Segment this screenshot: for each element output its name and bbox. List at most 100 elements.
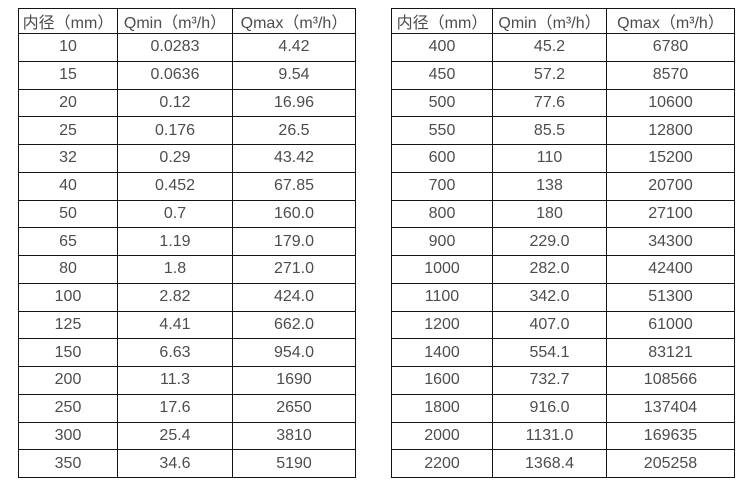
header-row: 内径（mm） Qmin（m³/h） Qmax（m³/h） (391, 8, 735, 34)
table-cell: 0.29 (117, 144, 233, 173)
table-cell: 32 (18, 144, 118, 173)
table-row: 15 0.0636 9.54 (18, 60, 356, 90)
table-cell: 2.82 (117, 282, 233, 312)
table-cell: 12800 (606, 116, 735, 145)
table-cell: 20700 (606, 171, 735, 201)
column-header: 内径（mm） (391, 8, 493, 34)
table-cell: 1400 (391, 338, 493, 367)
table-cell: 271.0 (232, 255, 356, 284)
table-cell: 27100 (606, 199, 735, 229)
table-row: 600 110 15200 (391, 144, 735, 173)
flow-table-large-diameters: 内径（mm） Qmin（m³/h） Qmax（m³/h） 400 45.2 6780 45… (391, 8, 735, 478)
table-cell: 10 (18, 33, 118, 62)
table-cell: 300 (18, 421, 118, 451)
table-cell: 700 (391, 171, 493, 201)
table-cell: 916.0 (492, 393, 607, 423)
table-row: 20 0.12 16.96 (18, 88, 356, 118)
table-cell: 80 (18, 255, 118, 284)
table-cell: 954.0 (232, 338, 356, 367)
table-cell: 25 (18, 116, 118, 145)
table-row: 65 1.19 179.0 (18, 227, 356, 256)
table-cell: 1368.4 (492, 449, 607, 478)
table-row: 80 1.8 271.0 (18, 255, 356, 284)
table-cell: 6780 (606, 33, 735, 62)
table-cell: 4.41 (117, 310, 233, 340)
table-row: 100 2.82 424.0 (18, 282, 356, 312)
table-cell: 1600 (391, 366, 493, 395)
table-cell: 34300 (606, 227, 735, 256)
table-row: 32 0.29 43.42 (18, 144, 356, 173)
table-cell: 61000 (606, 310, 735, 340)
table-row: 1800 916.0 137404 (391, 393, 735, 423)
table-row: 300 25.4 3810 (18, 421, 356, 451)
table-cell: 4.42 (232, 33, 356, 62)
table-cell: 15 (18, 60, 118, 90)
table-cell: 0.176 (117, 116, 233, 145)
table-row: 1400 554.1 83121 (391, 338, 735, 367)
table-row: 400 45.2 6780 (391, 33, 735, 62)
table-cell: 34.6 (117, 449, 233, 478)
table-cell: 0.12 (117, 88, 233, 118)
table-cell: 1.8 (117, 255, 233, 284)
table-row: 700 138 20700 (391, 171, 735, 201)
table-body: 10 0.0283 4.42 15 0.0636 9.54 20 0.12 16.96 25 0.1… (18, 33, 356, 478)
table-cell: 67.85 (232, 171, 356, 201)
table-cell: 169635 (606, 421, 735, 451)
column-header: Qmax（m³/h） (606, 8, 735, 34)
table-row: 1600 732.7 108566 (391, 366, 735, 395)
table-cell: 407.0 (492, 310, 607, 340)
table-cell: 229.0 (492, 227, 607, 256)
table-cell: 16.96 (232, 88, 356, 118)
table-cell: 180 (492, 199, 607, 229)
table-row: 25 0.176 26.5 (18, 116, 356, 145)
table-cell: 8570 (606, 60, 735, 90)
table-row: 40 0.452 67.85 (18, 171, 356, 201)
table-row: 150 6.63 954.0 (18, 338, 356, 367)
table-cell: 108566 (606, 366, 735, 395)
table-row: 1100 342.0 51300 (391, 282, 735, 312)
table-cell: 50 (18, 199, 118, 229)
table-cell: 0.0636 (117, 60, 233, 90)
header-row: 内径（mm） Qmin（m³/h） Qmax（m³/h） (18, 8, 356, 34)
table-header-row: 内径（mm） Qmin（m³/h） Qmax（m³/h） (391, 8, 735, 34)
table-cell: 57.2 (492, 60, 607, 90)
table-cell: 0.0283 (117, 33, 233, 62)
table-cell: 205258 (606, 449, 735, 478)
table-row: 10 0.0283 4.42 (18, 33, 356, 62)
table-cell: 662.0 (232, 310, 356, 340)
table-cell: 17.6 (117, 393, 233, 423)
table-cell: 1800 (391, 393, 493, 423)
table-cell: 51300 (606, 282, 735, 312)
table-cell: 9.54 (232, 60, 356, 90)
table-row: 350 34.6 5190 (18, 449, 356, 478)
column-header: 内径（mm） (18, 8, 118, 34)
table-cell: 342.0 (492, 282, 607, 312)
table-cell: 65 (18, 227, 118, 256)
table-row: 500 77.6 10600 (391, 88, 735, 118)
table-cell: 1131.0 (492, 421, 607, 451)
table-cell: 1690 (232, 366, 356, 395)
table-row: 200 11.3 1690 (18, 366, 356, 395)
table-cell: 85.5 (492, 116, 607, 145)
table-cell: 125 (18, 310, 118, 340)
table-cell: 450 (391, 60, 493, 90)
table-cell: 10600 (606, 88, 735, 118)
column-header: Qmin（m³/h） (117, 8, 233, 34)
table-row: 50 0.7 160.0 (18, 199, 356, 229)
column-header: Qmin（m³/h） (492, 8, 607, 34)
table-cell: 350 (18, 449, 118, 478)
table-cell: 100 (18, 282, 118, 312)
table-cell: 5190 (232, 449, 356, 478)
table-cell: 160.0 (232, 199, 356, 229)
table-cell: 550 (391, 116, 493, 145)
table-header-row: 内径（mm） Qmin（m³/h） Qmax（m³/h） (18, 8, 356, 34)
table-cell: 42400 (606, 255, 735, 284)
table-cell: 0.7 (117, 199, 233, 229)
table-cell: 138 (492, 171, 607, 201)
table-cell: 1200 (391, 310, 493, 340)
table-row: 1200 407.0 61000 (391, 310, 735, 340)
table-cell: 77.6 (492, 88, 607, 118)
table-cell: 3810 (232, 421, 356, 451)
table-cell: 2200 (391, 449, 493, 478)
